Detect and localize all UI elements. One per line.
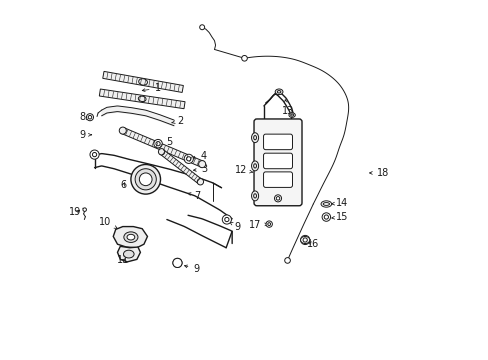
Circle shape (173, 258, 182, 267)
Ellipse shape (139, 79, 147, 85)
Ellipse shape (321, 201, 331, 207)
Ellipse shape (127, 234, 135, 240)
Circle shape (83, 208, 86, 211)
Text: 13: 13 (281, 100, 293, 116)
Text: 7: 7 (188, 191, 200, 201)
Text: 14: 14 (331, 198, 347, 208)
Ellipse shape (251, 133, 258, 143)
Circle shape (158, 149, 164, 155)
Text: 18: 18 (369, 168, 388, 178)
Text: 11: 11 (117, 256, 129, 265)
Circle shape (184, 154, 193, 163)
Polygon shape (160, 149, 202, 184)
Ellipse shape (251, 161, 258, 171)
Circle shape (284, 258, 290, 263)
FancyBboxPatch shape (263, 134, 292, 150)
Circle shape (322, 213, 330, 221)
Circle shape (300, 235, 309, 244)
Ellipse shape (275, 89, 283, 95)
Circle shape (197, 179, 203, 185)
FancyBboxPatch shape (263, 153, 292, 169)
Circle shape (274, 195, 281, 202)
Text: 8: 8 (79, 112, 89, 122)
Ellipse shape (123, 232, 138, 242)
Circle shape (154, 139, 162, 148)
Circle shape (173, 258, 182, 267)
Ellipse shape (123, 250, 134, 258)
Circle shape (135, 169, 156, 190)
Text: 3: 3 (193, 165, 207, 174)
Circle shape (198, 161, 205, 168)
Ellipse shape (300, 237, 309, 243)
Text: 4: 4 (192, 151, 206, 161)
Polygon shape (113, 226, 147, 248)
FancyBboxPatch shape (263, 172, 292, 188)
Text: 16: 16 (306, 239, 319, 249)
Text: 17: 17 (248, 220, 267, 230)
Text: 12: 12 (234, 165, 252, 175)
Circle shape (139, 173, 152, 186)
Ellipse shape (288, 113, 295, 117)
Polygon shape (117, 246, 140, 262)
Text: 5: 5 (159, 137, 172, 147)
Circle shape (92, 153, 97, 157)
Circle shape (90, 150, 99, 159)
Text: 9: 9 (80, 130, 91, 140)
Circle shape (86, 114, 93, 121)
Text: 1: 1 (142, 83, 161, 93)
Text: 9: 9 (184, 264, 199, 274)
Circle shape (175, 261, 179, 265)
Ellipse shape (251, 191, 258, 201)
Polygon shape (102, 71, 183, 93)
Circle shape (224, 217, 228, 222)
Circle shape (222, 215, 231, 224)
Circle shape (265, 221, 272, 227)
Circle shape (199, 25, 204, 30)
Polygon shape (122, 128, 203, 167)
FancyBboxPatch shape (253, 119, 302, 206)
Text: 10: 10 (99, 217, 117, 228)
Text: 9: 9 (229, 221, 240, 231)
Polygon shape (99, 89, 184, 109)
Ellipse shape (138, 96, 146, 102)
Text: 19: 19 (69, 207, 81, 217)
Circle shape (131, 165, 160, 194)
Text: 15: 15 (331, 212, 347, 222)
Text: 2: 2 (171, 116, 183, 126)
Text: 6: 6 (120, 180, 126, 190)
Circle shape (241, 55, 247, 61)
Circle shape (119, 127, 126, 134)
